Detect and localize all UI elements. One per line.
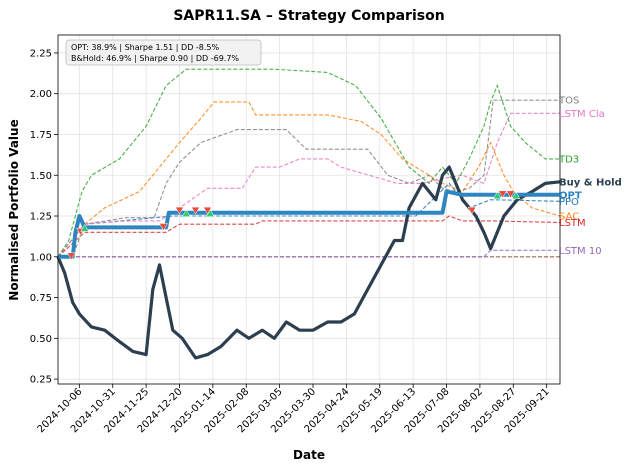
- series-line-lstm-10: [58, 249, 560, 258]
- buy-marker: [80, 223, 90, 232]
- sell-marker: [498, 190, 508, 199]
- sell-marker: [506, 190, 516, 199]
- y-tick-label: 1.75: [30, 130, 52, 141]
- buy-marker: [511, 191, 521, 200]
- sell-marker: [191, 206, 200, 215]
- y-tick-label: 1.00: [30, 252, 52, 263]
- stats-box: OPT: 38.9% | Sharpe 1.51 | DD -8.5% B&Ho…: [65, 39, 262, 66]
- sell-marker: [175, 206, 184, 215]
- series-line-sac: [57, 101, 561, 258]
- series-line-lstm-cla: [57, 112, 560, 258]
- buy-marker: [181, 209, 191, 218]
- stats-box-frame: [65, 39, 262, 66]
- y-tick-label: 1.50: [30, 171, 52, 182]
- y-tick-label: 2.00: [30, 89, 52, 100]
- stats-line-opt: OPT: 38.9% | Sharpe 1.51 | DD -8.5%: [71, 43, 220, 52]
- chart-title: SAPR11.SA – Strategy Comparison: [173, 8, 444, 24]
- series-label-tos: TOS: [558, 96, 579, 107]
- x-axis: 2024-10-062024-10-312024-11-252024-12-20…: [36, 384, 552, 435]
- y-axis-label: Normalised Portfolio Value: [7, 119, 21, 300]
- series-label-opt: OPT: [559, 190, 582, 201]
- sell-marker: [159, 223, 168, 231]
- series-label-ppo: PPO: [559, 197, 579, 208]
- x-axis-label: Date: [293, 448, 325, 462]
- series-label-buy-hold: Buy & Hold: [559, 177, 622, 188]
- series-label-sac: SAC: [559, 212, 579, 223]
- buy-marker: [205, 209, 215, 218]
- y-tick-label: 0.50: [30, 334, 52, 345]
- series-label-td3: TD3: [558, 154, 579, 165]
- sell-marker: [467, 206, 477, 215]
- y-tick-label: 0.25: [30, 375, 52, 386]
- sell-marker: [66, 252, 76, 261]
- series-label-lstm-10: LSTM 10: [559, 246, 602, 257]
- series-line-lstm: [57, 215, 561, 258]
- y-tick-label: 2.25: [30, 48, 52, 59]
- y-tick-label: 0.75: [30, 293, 52, 304]
- series-line-ppo: [57, 182, 561, 258]
- stats-line-buy-hold: B&Hold: 46.9% | Sharpe 0.90 | DD -69.7%: [71, 54, 239, 63]
- series-line-tos: [58, 99, 560, 258]
- buy-marker: [492, 191, 502, 200]
- y-axis: 0.25 0.50 0.75 1.00 1.25 1.50 1.75 2.00 2.25: [30, 48, 58, 386]
- series-layer: [56, 68, 561, 360]
- series-line-opt: [58, 189, 560, 259]
- series-line-td3: [57, 68, 560, 258]
- marker-layer: [66, 190, 521, 261]
- series-label-lstm-cla: LSTM Cla: [559, 109, 605, 120]
- series-label-lstm: LSTM: [559, 218, 586, 229]
- y-tick-label: 1.25: [30, 212, 52, 223]
- plot-frame: [57, 34, 561, 385]
